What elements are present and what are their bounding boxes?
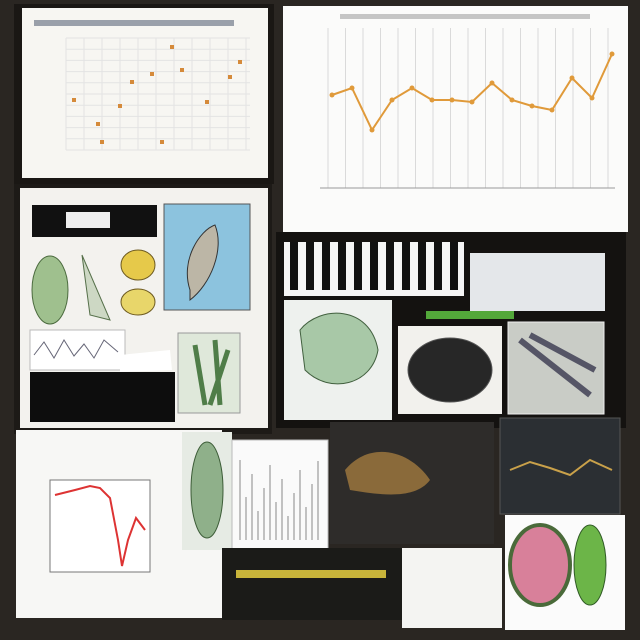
decor-dot [160, 140, 164, 144]
decor-point [469, 99, 475, 105]
decor-dot [180, 68, 184, 72]
decor-title [34, 20, 234, 26]
gold-strip [236, 570, 386, 578]
decor-key [370, 242, 378, 290]
pepper-drawing [573, 524, 607, 606]
decor-title [340, 14, 590, 19]
spikes [239, 460, 319, 540]
decor-point [449, 97, 455, 103]
decor-dot [228, 75, 232, 79]
plant-drawing [81, 254, 111, 321]
decor-key [434, 242, 442, 290]
decor-point [609, 51, 615, 57]
decor-key [306, 242, 314, 290]
decor-key [322, 242, 330, 290]
lemon-drawing [120, 249, 156, 281]
decor-key [290, 242, 298, 290]
decor-point [509, 97, 515, 103]
dark-object [407, 337, 493, 403]
decor-point [529, 103, 535, 109]
plant-drawing [177, 332, 241, 414]
label-box [66, 212, 110, 228]
line-chart [320, 14, 615, 189]
branch [518, 332, 597, 398]
plant-drawing [31, 255, 69, 325]
decor-point [589, 95, 595, 101]
decor-dot [72, 98, 76, 102]
decor-dot [96, 122, 100, 126]
keyboard [284, 242, 464, 296]
table-image [470, 253, 605, 311]
decor-key [418, 242, 426, 290]
gold-line [509, 458, 613, 477]
decor-point [349, 85, 355, 91]
scatter-card [22, 8, 268, 178]
decor-dot [130, 80, 134, 84]
line-card [283, 6, 628, 232]
decor-key [386, 242, 394, 290]
decor-point [389, 97, 395, 103]
texture [345, 451, 430, 495]
decor-point [549, 107, 555, 113]
decor-dot [118, 104, 122, 108]
lemon-drawing [120, 288, 156, 316]
fruit-drawing [508, 523, 572, 607]
decor-point [369, 127, 375, 133]
stems [192, 339, 231, 406]
decor-dot [100, 140, 104, 144]
red-line [54, 484, 146, 567]
plant-drawing [190, 441, 224, 539]
illustration-shape [186, 224, 219, 302]
decor-point [569, 75, 575, 81]
decor-dot [238, 60, 242, 64]
decor-key [354, 242, 362, 290]
decor-point [429, 97, 435, 103]
mini-line [33, 339, 119, 359]
decor-key [402, 242, 410, 290]
paper-strip [120, 350, 172, 372]
bar-sheet [402, 548, 502, 628]
leaf-drawing [299, 312, 379, 385]
mini-chart [29, 329, 126, 371]
dark-panel [30, 372, 175, 422]
decor-point [409, 85, 415, 91]
scatter-plot [34, 20, 250, 151]
circuit-photo [222, 548, 402, 620]
decor-dot [170, 45, 174, 49]
green-bar [426, 311, 514, 319]
decor-key [450, 242, 458, 290]
decor-dot [150, 72, 154, 76]
decor-point [489, 80, 495, 86]
decor-dot [205, 100, 209, 104]
plot-frame [49, 479, 151, 573]
decor-point [329, 92, 335, 98]
decor-key [338, 242, 346, 290]
